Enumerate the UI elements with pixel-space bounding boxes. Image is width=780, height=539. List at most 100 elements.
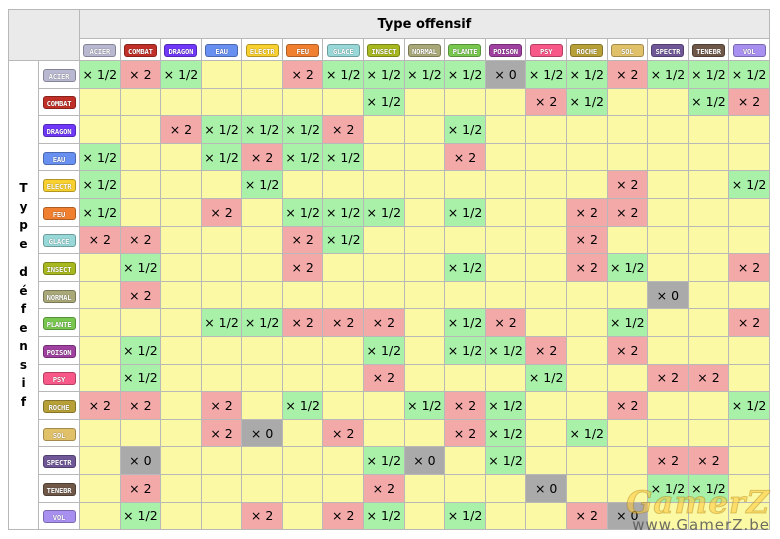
multiplier-cell <box>728 142 770 172</box>
multiplier-cell <box>647 170 689 199</box>
multiplier-value: × 2 <box>575 508 598 524</box>
multiplier-cell <box>200 446 243 475</box>
multiplier-value: × 0 <box>250 425 274 441</box>
multiplier-cell <box>444 170 486 199</box>
multiplier-cell <box>119 418 162 448</box>
multiplier-value: × 2 <box>291 232 314 248</box>
multiplier-cell <box>160 87 202 117</box>
multiplier-cell <box>728 363 770 393</box>
defensive-type-sol: SOL <box>38 418 80 448</box>
multiplier-cell: × 2 <box>525 335 567 365</box>
defensive-type-glace: GLACE <box>38 225 80 255</box>
multiplier-cell: × 1/2 <box>363 87 405 117</box>
multiplier-cell <box>363 142 405 172</box>
defensive-type-tenebr: TENEBR <box>38 473 80 503</box>
offensive-type-sol: SOL <box>606 38 649 61</box>
multiplier-value: × 2 <box>332 425 355 441</box>
multiplier-value: × 1/2 <box>366 342 402 358</box>
multiplier-cell <box>200 473 243 503</box>
multiplier-cell <box>525 115 567 144</box>
multiplier-cell <box>403 253 446 282</box>
defensive-row-roche: ROCHE × 2 × 2 × 2 × 1/2 × 1/2 × 2 × 1/2 × 2 × 1/2 <box>9 391 770 420</box>
multiplier-cell <box>687 115 730 144</box>
multiplier-cell <box>160 363 202 393</box>
multiplier-cell <box>444 473 486 503</box>
multiplier-cell <box>525 391 567 420</box>
multiplier-value: × 1/2 <box>691 66 726 82</box>
multiplier-value: × 2 <box>291 66 314 82</box>
multiplier-cell <box>687 335 730 365</box>
multiplier-cell <box>403 197 446 227</box>
defensive-type-vol: VOL <box>38 501 80 531</box>
type-badge-vol: VOL <box>42 510 76 524</box>
multiplier-cell <box>565 142 608 172</box>
multiplier-cell <box>79 87 121 117</box>
defensive-row-plante: PLANTE × 1/2 × 1/2 × 2 × 2 × 2 × 1/2 × 2 × 1/2 × … <box>9 308 770 337</box>
multiplier-value: × 1/2 <box>407 397 442 413</box>
multiplier-cell: × 2 <box>444 418 486 448</box>
multiplier-cell <box>687 280 730 310</box>
multiplier-cell: × 1/2 <box>565 87 608 117</box>
multiplier-cell <box>687 170 730 199</box>
multiplier-cell: × 2 <box>565 197 608 227</box>
multiplier-value: × 1/2 <box>285 397 320 413</box>
multiplier-cell: × 1/2 <box>565 418 608 448</box>
defensive-row-vol: VOL × 1/2 × 2 × 2 × 1/2 × 1/2 × 2 × 0 <box>9 501 770 531</box>
type-badge-tenebr: TENEBR <box>691 44 725 57</box>
multiplier-cell <box>403 170 446 199</box>
multiplier-cell <box>606 418 649 448</box>
type-badge-feu: FEU <box>286 44 320 57</box>
type-badge-vol: VOL <box>732 44 766 57</box>
multiplier-value: × 1/2 <box>610 259 645 275</box>
multiplier-cell: × 1/2 <box>484 418 527 448</box>
multiplier-cell <box>525 170 567 199</box>
type-badge-dragon: DRAGON <box>164 44 198 57</box>
multiplier-value: × 0 <box>656 287 680 303</box>
multiplier-value: × 2 <box>534 94 558 110</box>
multiplier-value: × 2 <box>616 204 639 220</box>
multiplier-value: × 2 <box>656 453 680 469</box>
multiplier-cell <box>484 280 527 310</box>
type-badge-tenebr: TENEBR <box>42 482 76 496</box>
multiplier-cell <box>403 418 446 448</box>
multiplier-cell: × 2 <box>281 308 324 337</box>
offensive-type-header-row: ACIER COMBAT DRAGON EAU ELECTR FEU GLACE INSECT… <box>9 38 770 61</box>
multiplier-cell <box>160 501 202 531</box>
multiplier-cell <box>241 87 283 117</box>
type-badge-electr: ELECTR <box>42 179 76 193</box>
multiplier-cell: × 2 <box>444 142 486 172</box>
multiplier-cell: × 0 <box>484 60 527 89</box>
multiplier-value: × 1/2 <box>244 121 280 137</box>
multiplier-cell: × 1/2 <box>119 501 162 531</box>
multiplier-value: × 1/2 <box>691 480 726 496</box>
multiplier-value: × 1/2 <box>285 149 320 165</box>
multiplier-cell <box>444 363 486 393</box>
multiplier-cell: × 2 <box>606 197 649 227</box>
multiplier-cell <box>160 308 202 337</box>
multiplier-cell: × 2 <box>606 60 649 89</box>
defensive-type-dragon: DRAGON <box>38 115 80 144</box>
offensive-title-row: Type offensif <box>8 9 770 61</box>
offensive-type-eau: EAU <box>200 38 243 61</box>
multiplier-cell: × 1/2 <box>79 170 121 199</box>
defensive-row-electr: ELECTR × 1/2 × 1/2 × 2 × 1/2 <box>9 170 770 199</box>
multiplier-cell: × 2 <box>728 253 770 282</box>
offensive-type-vol: VOL <box>728 38 770 61</box>
type-badge-glace: GLACE <box>42 234 76 248</box>
multiplier-cell <box>200 280 243 310</box>
multiplier-cell <box>119 197 162 227</box>
multiplier-cell <box>403 335 446 365</box>
type-badge-combat: COMBAT <box>42 96 76 110</box>
multiplier-cell <box>241 473 283 503</box>
multiplier-cell <box>160 197 202 227</box>
multiplier-cell <box>281 418 324 448</box>
multiplier-value: × 2 <box>129 232 152 248</box>
multiplier-cell <box>728 225 770 255</box>
multiplier-cell: × 2 <box>281 60 324 89</box>
type-badge-normal: NORMAL <box>407 44 441 57</box>
multiplier-cell: × 1/2 <box>363 446 405 475</box>
multiplier-value: × 2 <box>453 397 477 413</box>
multiplier-value: × 1/2 <box>528 66 564 82</box>
multiplier-cell <box>565 170 608 199</box>
